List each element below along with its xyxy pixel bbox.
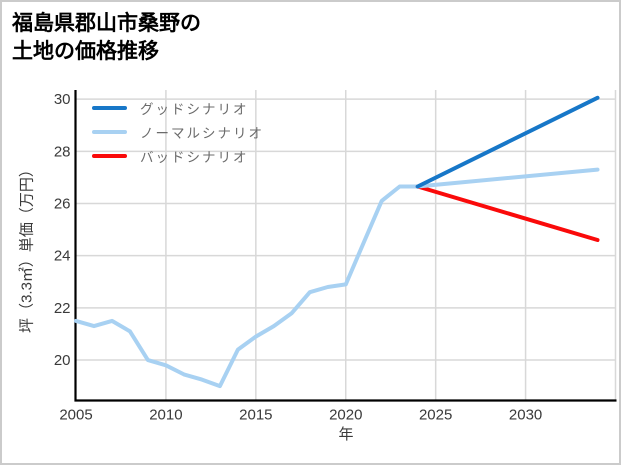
x-tick-label: 2015	[239, 407, 272, 424]
series-line-normal-scenario	[415, 167, 600, 189]
y-tick-label: 28	[54, 143, 71, 160]
chart-title-line1: 福島県郡山市桑野の	[12, 12, 201, 35]
legend-label-normal: ノーマルシナリオ	[140, 126, 264, 141]
normal-scenario-swatch	[92, 130, 127, 134]
y-axis-label: 坪（3.3㎡）単価（万円）	[18, 162, 36, 333]
x-tick-label: 2005	[59, 407, 92, 424]
legend: グッドシナリオ ノーマルシナリオ バッドシナリオ	[92, 96, 264, 168]
y-tick-label: 24	[54, 248, 71, 265]
good-scenario-swatch	[92, 106, 127, 110]
x-tick-label: 2010	[149, 407, 182, 424]
series-line-bad-scenario	[415, 184, 600, 242]
chart-title-line2: 土地の価格推移	[12, 40, 159, 63]
legend-item-good: グッドシナリオ	[92, 96, 264, 120]
legend-item-bad: バッドシナリオ	[92, 144, 264, 168]
bad-scenario-swatch	[92, 154, 127, 158]
legend-label-bad: バッドシナリオ	[140, 150, 249, 165]
series-line-good-scenario	[415, 95, 600, 189]
series-line-historical	[74, 184, 420, 389]
x-tick-label: 2020	[329, 407, 362, 424]
x-tick-label: 2025	[419, 407, 452, 424]
legend-label-good: グッドシナリオ	[140, 102, 249, 117]
chart-title: 福島県郡山市桑野の 土地の価格推移	[12, 10, 201, 66]
y-tick-label: 20	[54, 352, 71, 369]
y-tick-label: 30	[54, 91, 71, 108]
y-tick-label: 26	[54, 196, 71, 213]
x-tick-label: 2030	[509, 407, 542, 424]
x-axis-label: 年	[338, 426, 354, 443]
legend-item-normal: ノーマルシナリオ	[92, 120, 264, 144]
y-tick-label: 22	[54, 300, 71, 317]
